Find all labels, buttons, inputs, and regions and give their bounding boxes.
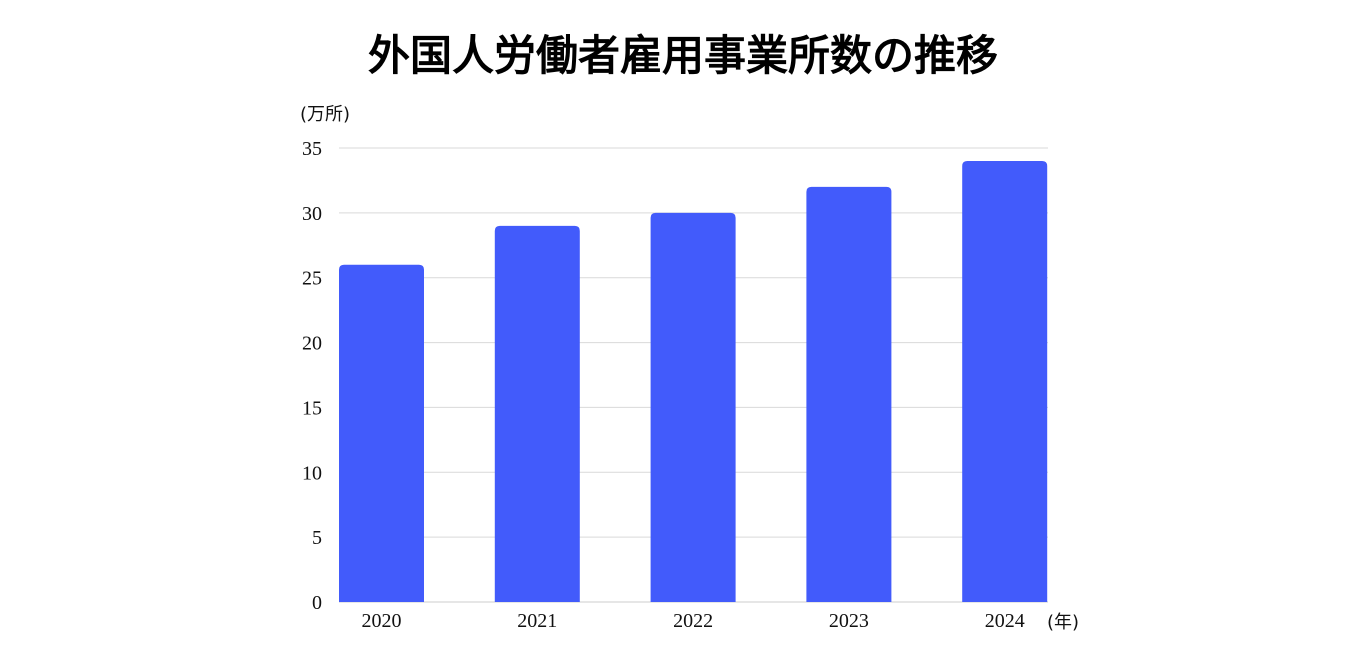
y-tick-label: 5 (312, 527, 322, 549)
x-tick-label: 2022 (673, 610, 713, 632)
y-tick-label: 30 (302, 203, 322, 225)
x-tick-label: 2021 (517, 610, 557, 632)
bar-2021 (494, 225, 580, 603)
x-tick-label: 2023 (829, 610, 869, 632)
y-tick-label: 25 (302, 268, 322, 290)
bar-2022 (650, 212, 736, 602)
bar-2024 (962, 160, 1048, 602)
y-tick-label: 35 (302, 138, 322, 160)
y-tick-label: 20 (302, 333, 322, 355)
x-axis-unit-label: (年) (1047, 612, 1079, 633)
y-tick-label: 0 (312, 592, 322, 614)
x-tick-label: 2024 (985, 610, 1025, 632)
x-tick-label: 2020 (362, 610, 402, 632)
bar-2023 (806, 186, 892, 602)
chart-title: 外国人労働者雇用事業所数の推移 (367, 31, 998, 80)
y-tick-label: 10 (302, 462, 322, 484)
y-axis-unit-label: (万所) (300, 104, 350, 125)
bar-2020 (339, 264, 424, 602)
y-tick-label: 15 (302, 397, 322, 419)
